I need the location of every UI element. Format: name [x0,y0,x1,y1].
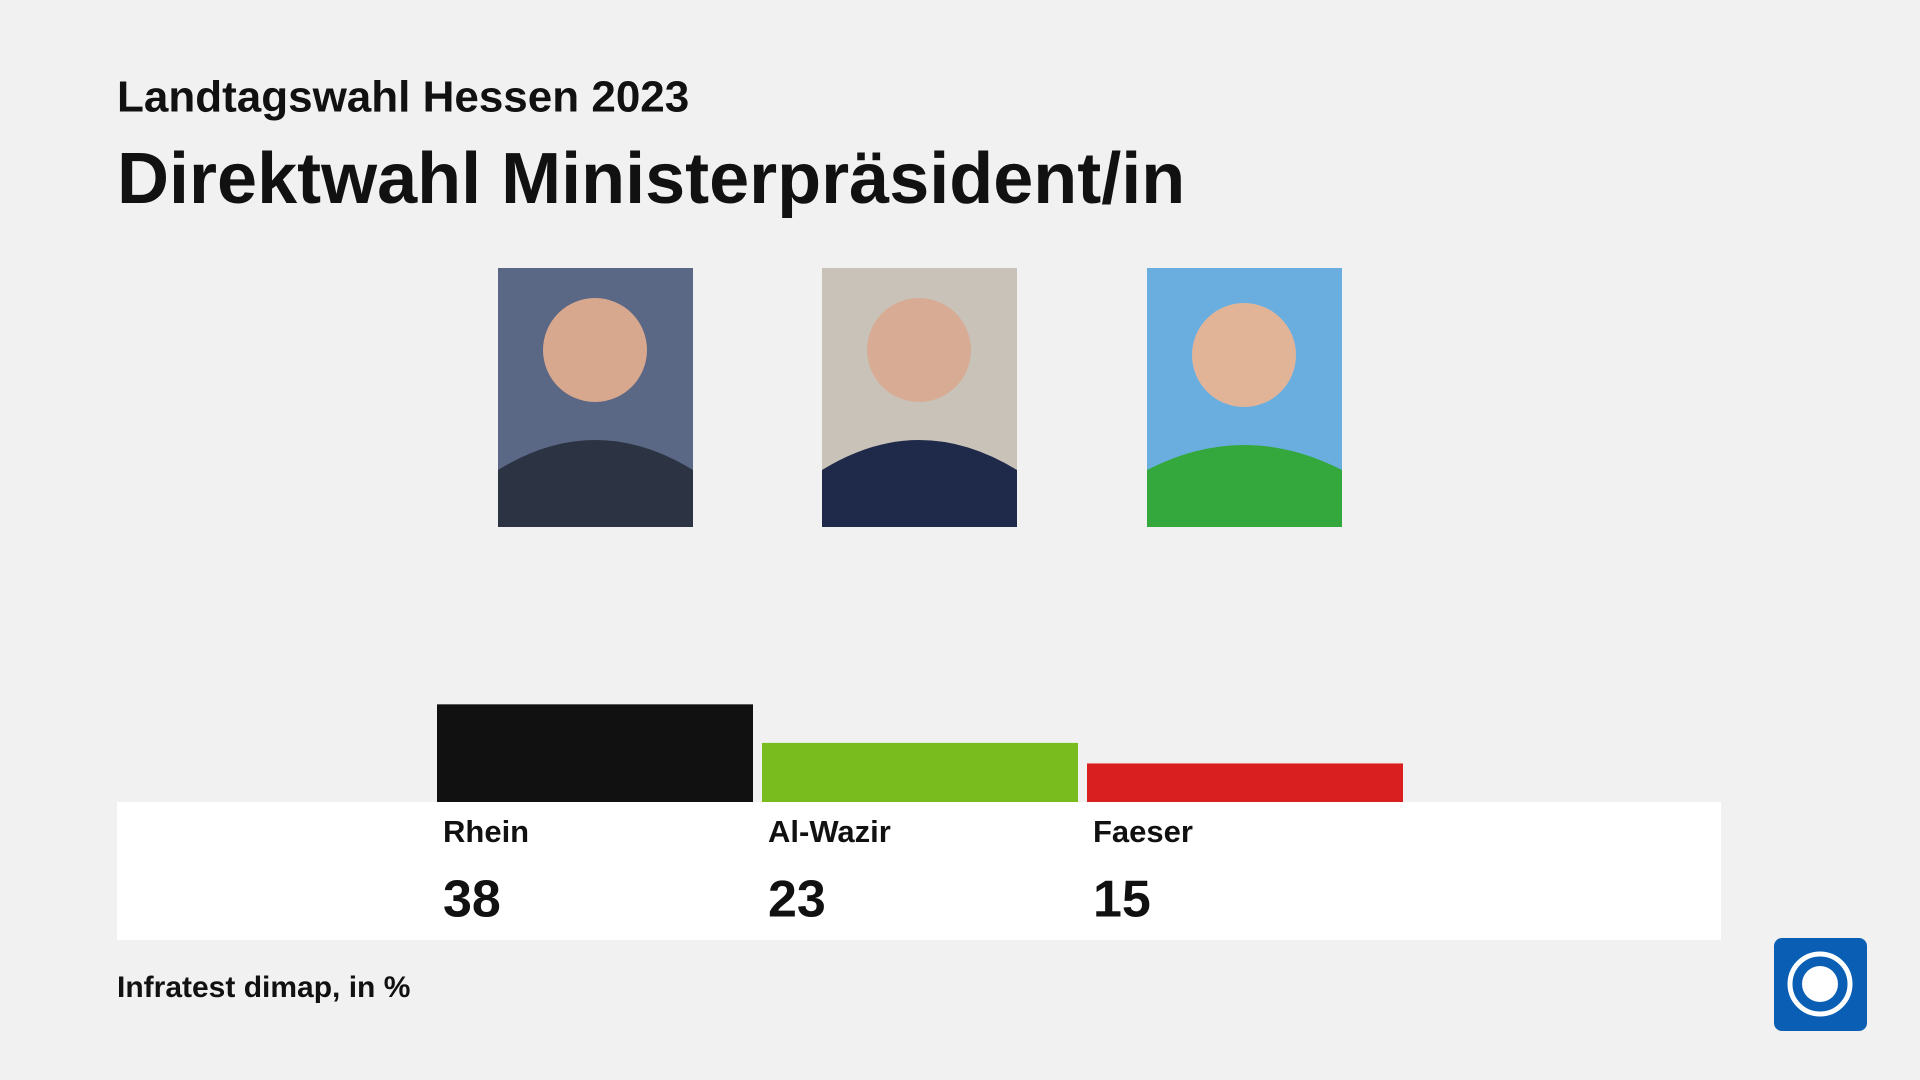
bar [1087,763,1403,802]
photos [498,268,1342,527]
photo-body [498,440,693,527]
photo-body [1147,445,1342,527]
category-label: Al-Wazir [768,814,891,849]
source-note: Infratest dimap, in % [117,971,410,1004]
photo-body [822,440,1017,527]
bar [762,742,1078,802]
logo-center [1802,966,1838,1002]
logo-ring [1787,951,1853,1017]
chart-title: Direktwahl Ministerpräsident/in [117,139,1185,219]
value-label: 15 [1093,871,1151,929]
logo [1774,938,1867,1031]
chart-subtitle: Landtagswahl Hessen 2023 [117,73,689,122]
value-label: 38 [443,871,501,929]
photo-face [867,298,971,402]
category-label: Rhein [443,814,529,849]
category-label: Faeser [1093,814,1193,849]
label-panel [117,802,1721,940]
photo-face [1192,303,1296,407]
bar [437,704,753,802]
value-label: 23 [768,871,826,929]
photo-face [543,298,647,402]
